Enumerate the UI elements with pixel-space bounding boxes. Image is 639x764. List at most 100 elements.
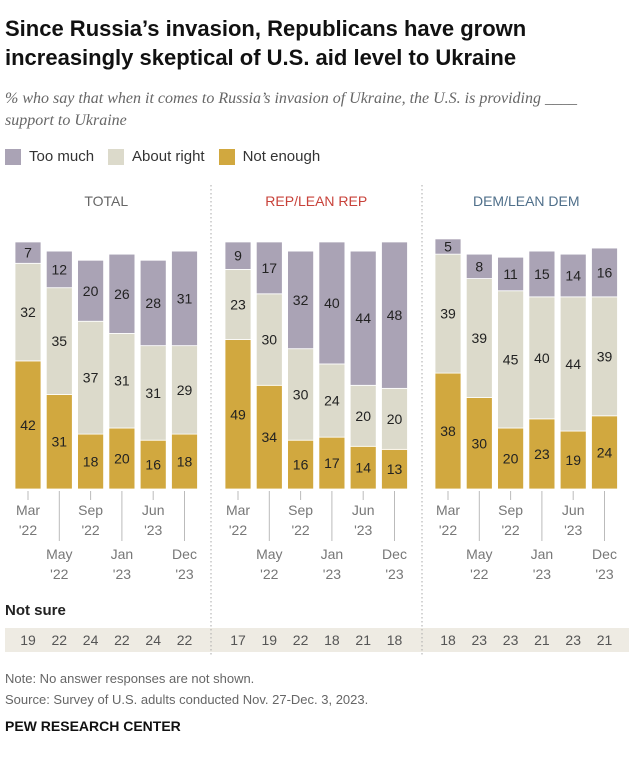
bar-segment-about-right <box>434 253 462 374</box>
not-sure-value: 23 <box>472 632 488 648</box>
tick-label: '22 <box>291 522 309 538</box>
bar-segment-not-enough <box>14 360 42 490</box>
data-label: 13 <box>387 461 403 477</box>
data-label: 24 <box>597 444 613 460</box>
bar-segment-about-right <box>559 296 587 432</box>
bar-segment-not-enough <box>497 427 525 490</box>
data-label: 16 <box>293 457 309 473</box>
data-label: 31 <box>114 373 130 389</box>
bar-segment-about-right <box>77 320 104 435</box>
tick-label: '22 <box>439 522 457 538</box>
footnote: Note: No answer responses are not shown.… <box>5 668 368 710</box>
bar-segment-not-enough <box>45 394 73 490</box>
not-sure-value: 22 <box>293 632 309 648</box>
not-sure-value: 21 <box>355 632 371 648</box>
tick-label: Dec <box>172 546 197 562</box>
data-label: 31 <box>52 434 68 450</box>
tick-label: Jun <box>142 502 165 518</box>
bar-segment-not-enough <box>349 445 377 490</box>
data-label: 14 <box>565 268 581 284</box>
data-label: 32 <box>293 292 309 308</box>
bar-segment-too-much <box>465 253 493 279</box>
data-label: 20 <box>83 283 99 299</box>
tick-label: Mar <box>226 502 250 518</box>
legend-swatch <box>218 148 235 165</box>
data-label: 29 <box>177 382 193 398</box>
data-label: 45 <box>503 351 519 367</box>
bar-segment-not-enough <box>318 436 346 490</box>
data-label: 9 <box>234 248 242 264</box>
data-label: 14 <box>355 460 371 476</box>
data-label: 28 <box>145 295 161 311</box>
tick-label: Sep <box>288 502 313 518</box>
tick-label: '23 <box>533 566 551 582</box>
bar-segment-about-right <box>14 262 42 362</box>
panel-title: REP/LEAN REP <box>265 193 367 209</box>
not-sure-band <box>5 628 629 652</box>
tick-label: '22 <box>260 566 278 582</box>
chart-subtitle: % who say that when it comes to Russia’s… <box>5 90 577 129</box>
not-sure-value: 22 <box>177 632 193 648</box>
tick-label: Mar <box>16 502 40 518</box>
tick-label: Dec <box>592 546 617 562</box>
note-text: Note: No answer responses are not shown. <box>5 671 255 686</box>
data-label: 39 <box>597 348 613 364</box>
data-label: 35 <box>52 333 68 349</box>
tick-label: '22 <box>501 522 519 538</box>
bar-segment-about-right <box>465 278 493 398</box>
data-label: 37 <box>83 370 99 386</box>
data-label: 40 <box>324 295 340 311</box>
tick-label: '22 <box>470 566 488 582</box>
tick-label: '22 <box>50 566 68 582</box>
data-label: 44 <box>565 356 581 372</box>
data-label: 32 <box>20 304 36 320</box>
bar-segment-not-enough <box>77 433 104 490</box>
data-label: 20 <box>355 408 371 424</box>
not-sure-value: 18 <box>324 632 340 648</box>
not-sure-value: 19 <box>20 632 36 648</box>
bar-segment-about-right <box>591 296 618 417</box>
bar-segment-too-much <box>77 259 104 322</box>
bar-segment-about-right <box>108 333 136 429</box>
bar-segment-about-right <box>381 387 408 450</box>
tick-label: Jan <box>321 546 344 562</box>
bar-segment-too-much <box>349 250 377 386</box>
bar-segment-too-much <box>591 247 618 298</box>
tick-label: Sep <box>78 502 103 518</box>
legend-item-about-right: About right <box>108 148 205 165</box>
bar-segment-not-enough <box>139 439 167 490</box>
not-sure-value: 21 <box>534 632 550 648</box>
panel-title: TOTAL <box>84 193 128 209</box>
tick-label: Jan <box>531 546 554 562</box>
tick-label: May <box>256 546 282 562</box>
legend-item-not-enough: Not enough <box>218 148 320 165</box>
bar-segment-too-much <box>171 250 198 347</box>
not-sure-value: 22 <box>114 632 130 648</box>
tick-label: '23 <box>175 566 193 582</box>
tick-label: '23 <box>595 566 613 582</box>
bar-segment-about-right <box>45 287 73 395</box>
bar-segment-not-enough <box>381 448 408 490</box>
legend: Too much About right Not enough <box>5 148 320 165</box>
bar-segment-about-right <box>318 363 346 438</box>
tick-label: Dec <box>382 546 407 562</box>
bar-segment-about-right <box>349 384 377 447</box>
data-label: 11 <box>503 266 518 282</box>
bar-segment-not-enough <box>108 427 136 490</box>
not-sure-value: 17 <box>230 632 246 648</box>
data-label: 44 <box>355 310 371 326</box>
bar-segment-too-much <box>318 241 346 365</box>
bar-segment-not-enough <box>434 372 462 490</box>
bar-segment-too-much <box>14 241 42 264</box>
tick-label: '23 <box>564 522 582 538</box>
data-label: 17 <box>324 455 340 471</box>
bar-segment-too-much <box>528 250 556 298</box>
not-sure-value: 24 <box>145 632 161 648</box>
tick-label: Mar <box>436 502 460 518</box>
not-sure-value: 21 <box>597 632 613 648</box>
data-label: 16 <box>597 264 613 280</box>
data-label: 12 <box>52 261 68 277</box>
bar-segment-about-right <box>528 296 556 420</box>
bar-segment-too-much <box>224 241 252 270</box>
data-label: 18 <box>177 454 193 470</box>
